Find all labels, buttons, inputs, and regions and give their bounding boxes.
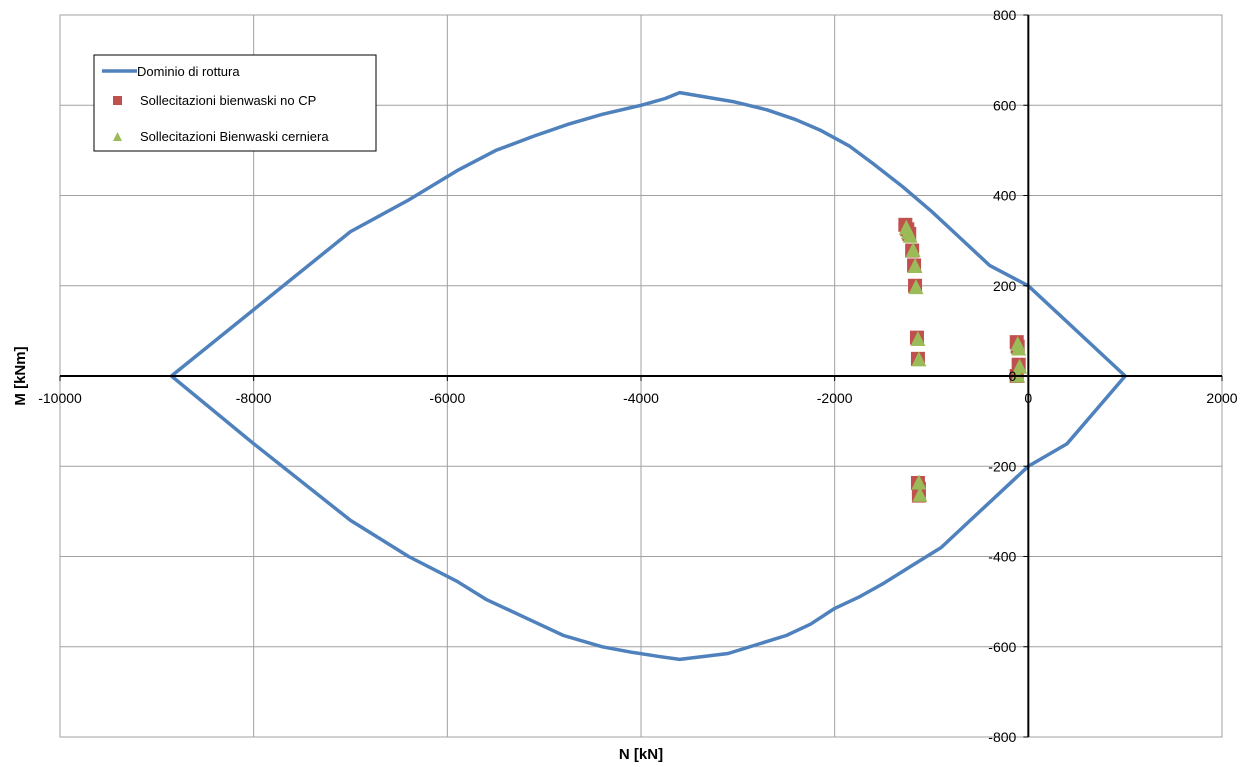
legend-box [93, 54, 377, 152]
y-tick-label: -800 [988, 729, 1016, 745]
y-axis-title: M [kNm] [12, 346, 29, 405]
legend: Dominio di rottura Sollecitazioni bienwa… [93, 54, 377, 152]
y-tick-label: -400 [988, 549, 1016, 565]
x-tick-label: 0 [1024, 390, 1032, 406]
legend-square-swatch [113, 96, 122, 105]
point-triangle [911, 351, 927, 367]
x-tick-label: 2000 [1206, 390, 1237, 406]
point-triangle [905, 242, 921, 258]
y-tick-label: -200 [988, 458, 1016, 474]
point-triangle [1012, 358, 1028, 374]
y-tick-label: 0 [1009, 368, 1017, 384]
x-tick-label: -10000 [38, 390, 82, 406]
legend-label-dominio: Dominio di rottura [137, 64, 240, 79]
legend-label-cerniera: Sollecitazioni Bienwaski cerniera [140, 129, 329, 144]
x-tick-label: -8000 [236, 390, 272, 406]
x-tick-label: -4000 [623, 390, 659, 406]
point-triangle [902, 227, 918, 243]
legend-label-no-cp: Sollecitazioni bienwaski no CP [140, 93, 316, 108]
legend-triangle-swatch [113, 132, 122, 141]
series-line-dominio-di-rottura [170, 90, 1127, 662]
point-triangle [912, 486, 928, 502]
x-tick-label: -6000 [429, 390, 465, 406]
series-layer [170, 90, 1127, 662]
x-tick-label: -2000 [817, 390, 853, 406]
point-triangle [908, 279, 924, 295]
y-tick-label: 800 [993, 7, 1017, 23]
y-tick-label: 200 [993, 278, 1017, 294]
y-tick-label: 600 [993, 97, 1017, 113]
tick-labels: -10000 -8000 -6000 -4000 -2000 0 2000-800-600-… [38, 7, 1238, 745]
point-triangle [1011, 340, 1027, 356]
point-triangle [911, 474, 927, 490]
axes [59, 14, 1223, 738]
point-triangle [907, 257, 923, 273]
y-tick-label: 400 [993, 188, 1017, 204]
x-axis-title: N [kN] [619, 746, 663, 763]
y-tick-label: -600 [988, 639, 1016, 655]
point-triangle [910, 331, 926, 347]
